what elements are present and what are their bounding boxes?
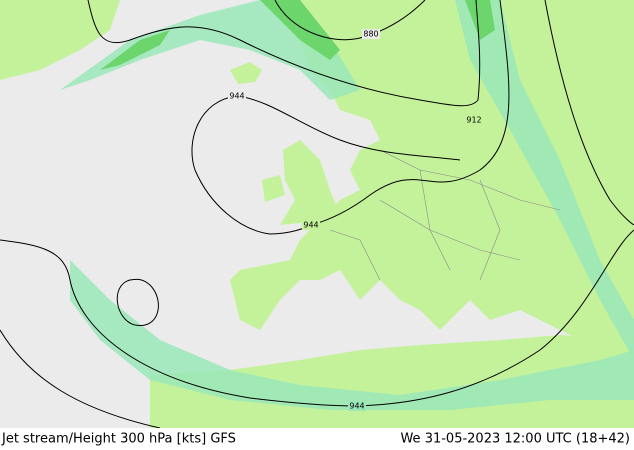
- north-africa: [150, 335, 634, 428]
- label-bg: [362, 29, 380, 39]
- jet-band: [70, 260, 634, 410]
- contour: [191, 0, 510, 235]
- label-bg: [348, 401, 366, 411]
- greenland: [0, 0, 120, 80]
- borders: [329, 149, 561, 281]
- contour-label: 912: [466, 116, 481, 125]
- contour: [116, 278, 159, 326]
- label-bg: [465, 115, 483, 125]
- jet-band: [455, 0, 634, 360]
- footer-bar: [0, 428, 634, 450]
- contour: [0, 329, 161, 429]
- map: 880 912 944 944 944: [0, 0, 634, 429]
- footer-time: We 31-05-2023 12:00 UTC (18+42): [400, 432, 630, 447]
- contour: [274, 0, 426, 41]
- contour: [87, 0, 481, 107]
- jet-core: [465, 0, 495, 40]
- footer-title: Jet stream/Height 300 hPa [kts] GFS: [1, 432, 236, 447]
- contour-label: 944: [303, 221, 318, 230]
- contour-label: 944: [229, 92, 244, 101]
- label-bg: [228, 91, 246, 101]
- contour: [236, 95, 461, 161]
- faroe: [230, 62, 262, 84]
- great-britain: [280, 140, 340, 225]
- contour: [544, 0, 634, 226]
- jet-core: [100, 30, 170, 70]
- label-bg: [302, 220, 320, 230]
- contour-label: 880: [363, 30, 378, 39]
- jet-core: [260, 0, 340, 60]
- contour-label: 944: [349, 402, 364, 411]
- ireland: [262, 175, 285, 202]
- contour: [0, 229, 634, 407]
